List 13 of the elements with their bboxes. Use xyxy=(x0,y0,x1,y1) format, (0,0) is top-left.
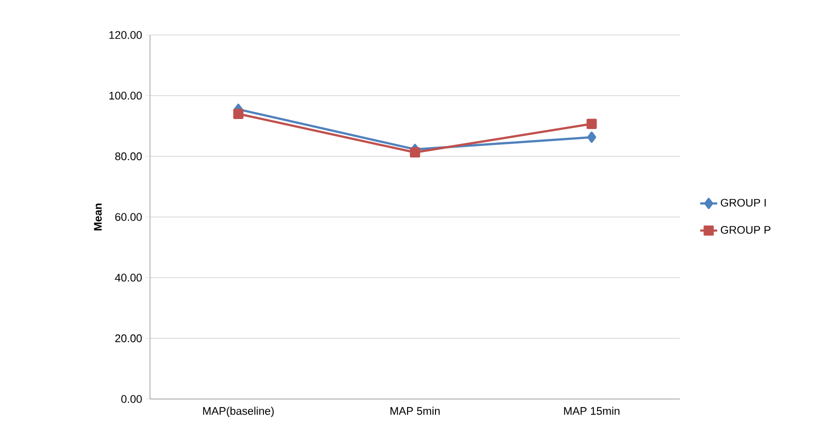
x-tick-label: MAP 15min xyxy=(564,406,620,415)
x-tick-label: MAP 5min xyxy=(390,406,440,415)
y-tick-label: 120.00 xyxy=(109,31,142,39)
y-tick-label: 60.00 xyxy=(115,213,142,221)
x-tick-label: MAP(baseline) xyxy=(203,406,274,418)
y-tick-label: 0.00 xyxy=(121,395,142,403)
legend-label: GROUP I xyxy=(720,198,766,207)
legend-label: GROUP P xyxy=(720,226,770,234)
y-tick-label: 80.00 xyxy=(115,152,142,160)
y-tick-label: 100.00 xyxy=(109,92,142,100)
y-tick-label: 40.00 xyxy=(114,274,142,282)
y-axis-title: Mean xyxy=(94,204,102,230)
y-tick-label: 20.00 xyxy=(115,334,142,342)
